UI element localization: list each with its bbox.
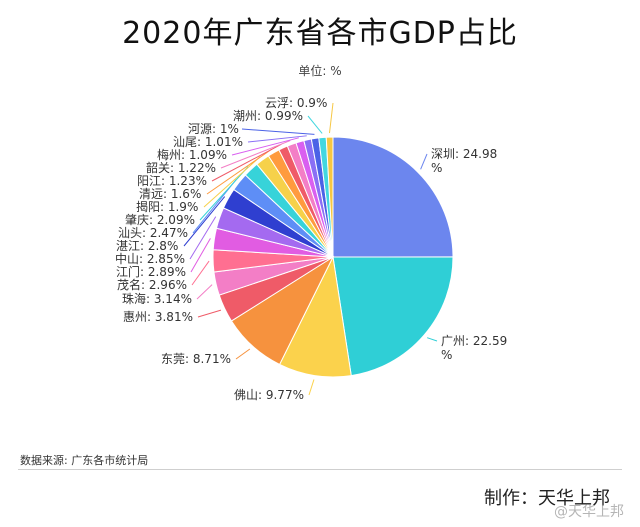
leader-line-0 [420,153,428,170]
slice-label-10: 汕头: 2.47% [118,226,188,240]
leader-line-7 [190,238,211,273]
leader-line-9 [183,196,226,247]
slice-label-17: 汕尾: 1.01% [173,135,243,149]
slice-label-2: 佛山: 9.77% [234,388,304,402]
slice-label-7: 江门: 2.89% [116,264,186,279]
maker-credit: 制作：天华上邦 [484,488,610,509]
pie-slices [212,136,454,378]
slice-label-3: 东莞: 8.71% [161,352,231,366]
slice-labels: 深圳: 24.98 % 广州: 22.59 % 佛山: 9.77% 东莞: 8.71% 惠州… [115,96,507,402]
slice-label-18: 河源: 1% [188,122,239,136]
leader-line-19 [307,115,323,134]
leader-line-13 [206,148,272,195]
slice-label-15: 韶关: 1.22% [146,160,216,175]
slice-label-0: 深圳: 24.98% [431,147,497,175]
slice-label-13: 清远: 1.6% [139,187,201,201]
leader-line-1 [427,337,438,342]
leader-lines [183,102,438,396]
footer-divider [18,469,622,470]
leader-line-4 [197,309,222,318]
leader-line-14 [211,143,282,182]
slice-label-11: 肇庆: 2.09% [125,212,195,227]
leader-line-6 [191,260,210,286]
leader-line-15 [220,140,291,169]
leader-line-18 [241,128,315,135]
leader-line-2 [308,379,315,396]
pie-slice-1 [332,256,454,377]
pie-chart: 深圳: 24.98 % 广州: 22.59 % 佛山: 9.77% 东莞: 8.71% 惠州… [115,96,507,402]
leader-line-12 [203,156,261,208]
leader-line-17 [247,135,307,143]
slice-label-14: 阳江: 1.23% [137,174,207,188]
data-source: 数据来源: 广东各市统计局 [20,454,149,467]
slice-label-1: 广州: 22.59% [441,334,507,362]
slice-label-16: 梅州: 1.09% [157,147,227,162]
slice-label-8: 中山: 2.85% [115,251,185,266]
slice-label-12: 揭阳: 1.9% [136,199,198,214]
pie-slice-20 [325,136,334,258]
watermark: @天华上邦 [554,504,624,520]
leader-line-3 [235,348,251,360]
pie-slice-0 [332,136,454,258]
leader-line-8 [189,216,217,260]
leader-line-16 [231,137,299,156]
slice-label-5: 珠海: 3.14% [122,291,192,306]
slice-label-19: 潮州: 0.99% [233,108,303,123]
slice-label-4: 惠州: 3.81% [123,310,193,324]
slice-label-20: 云浮: 0.9% [265,96,327,110]
leader-line-20 [328,102,334,134]
slice-label-6: 茂名: 2.96% [117,277,187,292]
leader-line-5 [196,284,213,300]
pie-slice-2 [278,255,352,378]
leader-line-11 [199,166,249,221]
chart-title: 2020年广东省各市GDP占比 [122,16,518,51]
slice-label-9: 湛江: 2.8% [116,239,178,253]
unit-label: 单位: % [298,64,342,78]
